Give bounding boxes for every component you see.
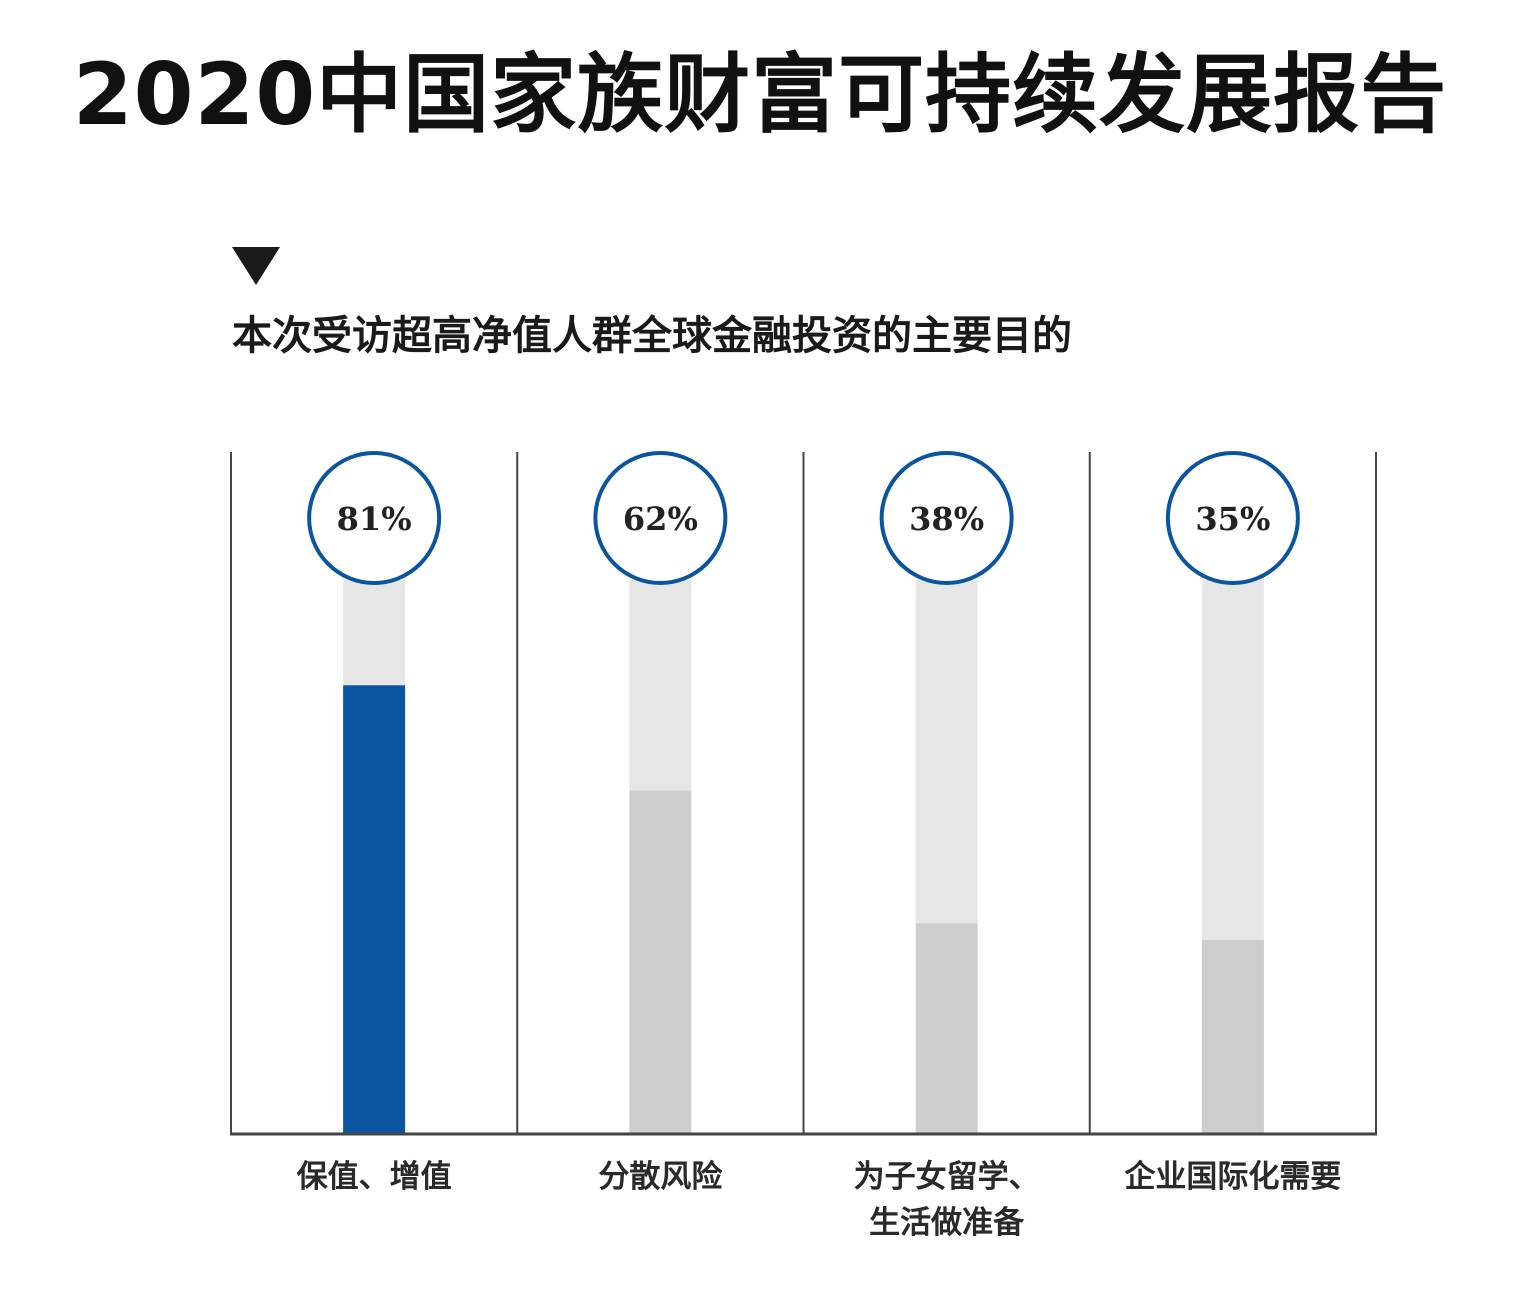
bar-4 (1201, 940, 1264, 1134)
value-label: 38% (909, 500, 984, 538)
bar-2 (629, 790, 692, 1134)
value-circle (879, 451, 1014, 585)
category-label: 保值、增值 (297, 1159, 452, 1195)
category-label: 企业国际化需要 (1124, 1159, 1341, 1195)
triangle-marker-icon (232, 247, 280, 285)
bar-1 (343, 685, 406, 1134)
category-label: 为子女留学、 (854, 1159, 1040, 1195)
value-circle (307, 451, 442, 585)
bar-3 (915, 923, 978, 1134)
value-label: 35% (1195, 500, 1270, 538)
main-title: 2020中国家族财富可持续发展报告 (72, 45, 1448, 145)
value-label: 81% (337, 500, 412, 538)
value-circle (593, 451, 728, 585)
value-circle (1165, 451, 1300, 585)
category-label: 分散风险 (598, 1159, 723, 1195)
chart-subtitle: 本次受访超高净值人群全球金融投资的主要目的 (232, 313, 1072, 359)
value-label: 62% (623, 500, 698, 538)
category-label: 生活做准备 (869, 1205, 1025, 1241)
